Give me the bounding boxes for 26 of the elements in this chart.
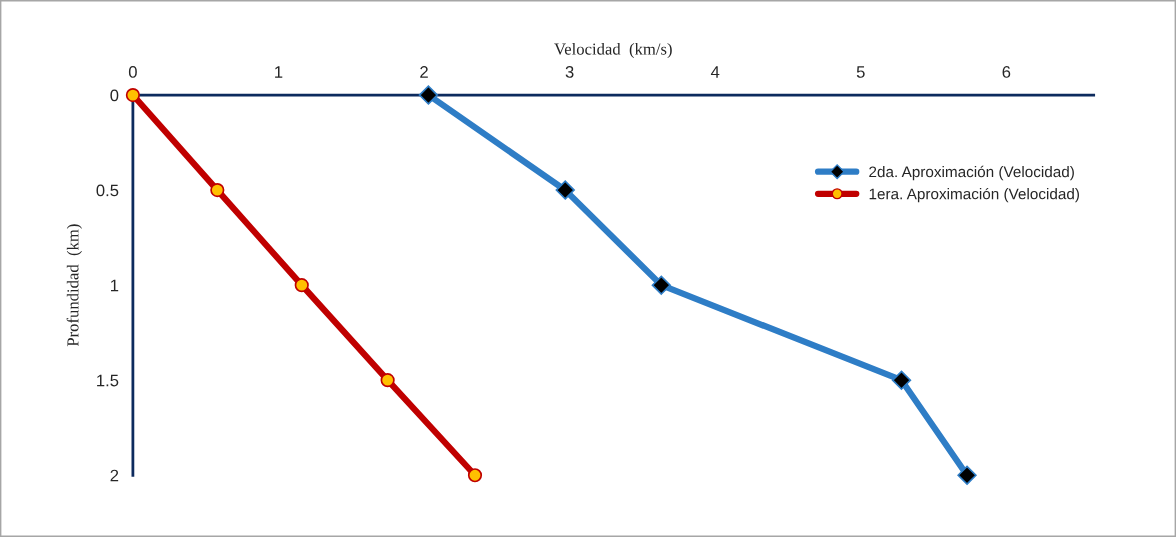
point <box>418 85 439 105</box>
point <box>125 87 140 103</box>
x-tick-label: 3 <box>565 66 574 78</box>
point <box>294 278 309 293</box>
y-tick-label: 1.5 <box>97 374 119 387</box>
x-axis-title: Velocidad (km/s) <box>554 42 672 59</box>
point <box>651 275 671 295</box>
point <box>380 373 395 388</box>
x-tick-label: 0 <box>128 66 137 78</box>
x-tick-label: 1 <box>275 66 283 78</box>
legend-label: 2da. Aproximación (Velocidad) <box>869 165 1074 181</box>
x-tick-label: 6 <box>1002 66 1011 78</box>
y-tick-label: 1 <box>111 279 119 292</box>
y-axis-title: Profundidad (km) <box>66 224 82 347</box>
point <box>957 465 977 485</box>
y-tick-label: 2 <box>110 469 119 482</box>
legend-label: 1era. Aproximación (Velocidad) <box>869 187 1079 203</box>
point <box>210 183 225 198</box>
point <box>555 180 575 200</box>
x-tick-label: 5 <box>856 66 865 78</box>
y-tick-label: 0 <box>110 89 119 102</box>
point <box>891 370 912 390</box>
y-tick-label: 0.5 <box>96 184 119 197</box>
point <box>467 468 483 483</box>
x-tick-label: 2 <box>420 66 428 78</box>
x-tick-label: 4 <box>710 66 720 78</box>
